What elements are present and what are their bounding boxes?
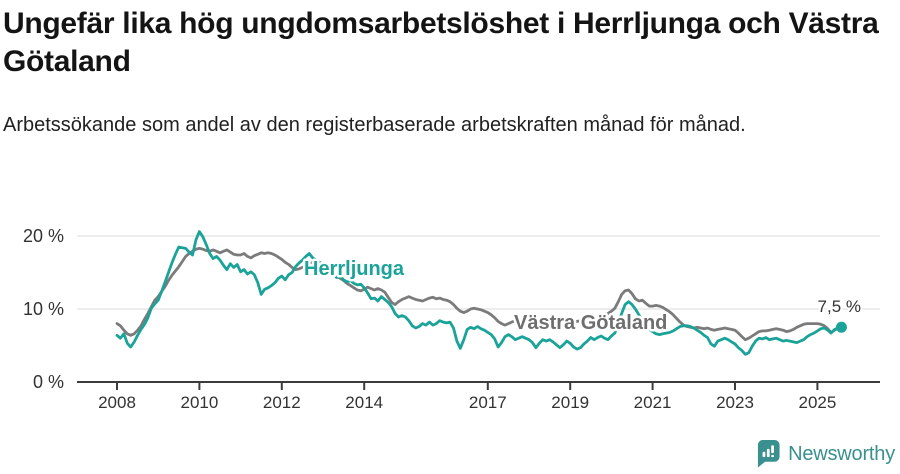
x-axis-tick-label: 2021: [634, 393, 672, 412]
series-line-herrljunga: [115, 230, 843, 356]
x-axis-tick-label: 2023: [716, 393, 754, 412]
x-axis-tick-label: 2008: [98, 393, 136, 412]
newsworthy-brand-text: Newsworthy: [788, 442, 895, 465]
y-axis-tick-label: 20 %: [23, 226, 64, 246]
end-point-dot: [835, 321, 847, 333]
series-line-v-stra-g-taland: [115, 246, 843, 342]
y-axis-tick-label: 10 %: [23, 299, 64, 319]
x-axis-tick-label: 2010: [180, 393, 218, 412]
x-axis-tick-label: 2025: [798, 393, 836, 412]
end-value-annotation: 7,5 %: [818, 297, 861, 316]
page-title: Ungefär lika hög ungdomsarbetslöshet i H…: [3, 7, 879, 78]
series-label-v-stra-g-taland: Västra Götaland: [514, 312, 667, 334]
x-axis-tick-label: 2017: [469, 393, 507, 412]
chart-subtitle: Arbetssökande som andel av den registerb…: [3, 114, 746, 136]
newsworthy-marker-icon: [758, 440, 780, 468]
x-axis-tick-label: 2019: [551, 393, 589, 412]
newsworthy-logo[interactable]: Newsworthy: [756, 439, 895, 469]
series-label-herrljunga: Herrljunga: [304, 258, 405, 280]
x-axis-tick-label: 2012: [263, 393, 301, 412]
x-axis-tick-label: 2014: [345, 393, 383, 412]
y-axis-tick-label: 0 %: [33, 372, 64, 392]
